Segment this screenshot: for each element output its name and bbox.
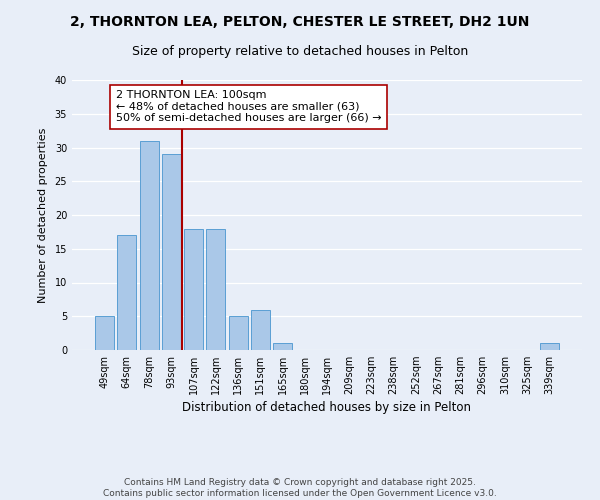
Text: 2, THORNTON LEA, PELTON, CHESTER LE STREET, DH2 1UN: 2, THORNTON LEA, PELTON, CHESTER LE STRE… — [70, 15, 530, 29]
Bar — [273, 344, 292, 350]
Text: Size of property relative to detached houses in Pelton: Size of property relative to detached ho… — [132, 45, 468, 58]
Bar — [540, 344, 559, 350]
Bar — [118, 236, 136, 350]
Bar — [162, 154, 181, 350]
Text: 2 THORNTON LEA: 100sqm
← 48% of detached houses are smaller (63)
50% of semi-det: 2 THORNTON LEA: 100sqm ← 48% of detached… — [116, 90, 382, 124]
Bar — [229, 316, 248, 350]
Text: Contains HM Land Registry data © Crown copyright and database right 2025.
Contai: Contains HM Land Registry data © Crown c… — [103, 478, 497, 498]
Bar — [251, 310, 270, 350]
X-axis label: Distribution of detached houses by size in Pelton: Distribution of detached houses by size … — [182, 402, 472, 414]
Bar — [95, 316, 114, 350]
Bar — [206, 228, 225, 350]
Bar — [140, 141, 158, 350]
Y-axis label: Number of detached properties: Number of detached properties — [38, 128, 47, 302]
Bar — [184, 228, 203, 350]
